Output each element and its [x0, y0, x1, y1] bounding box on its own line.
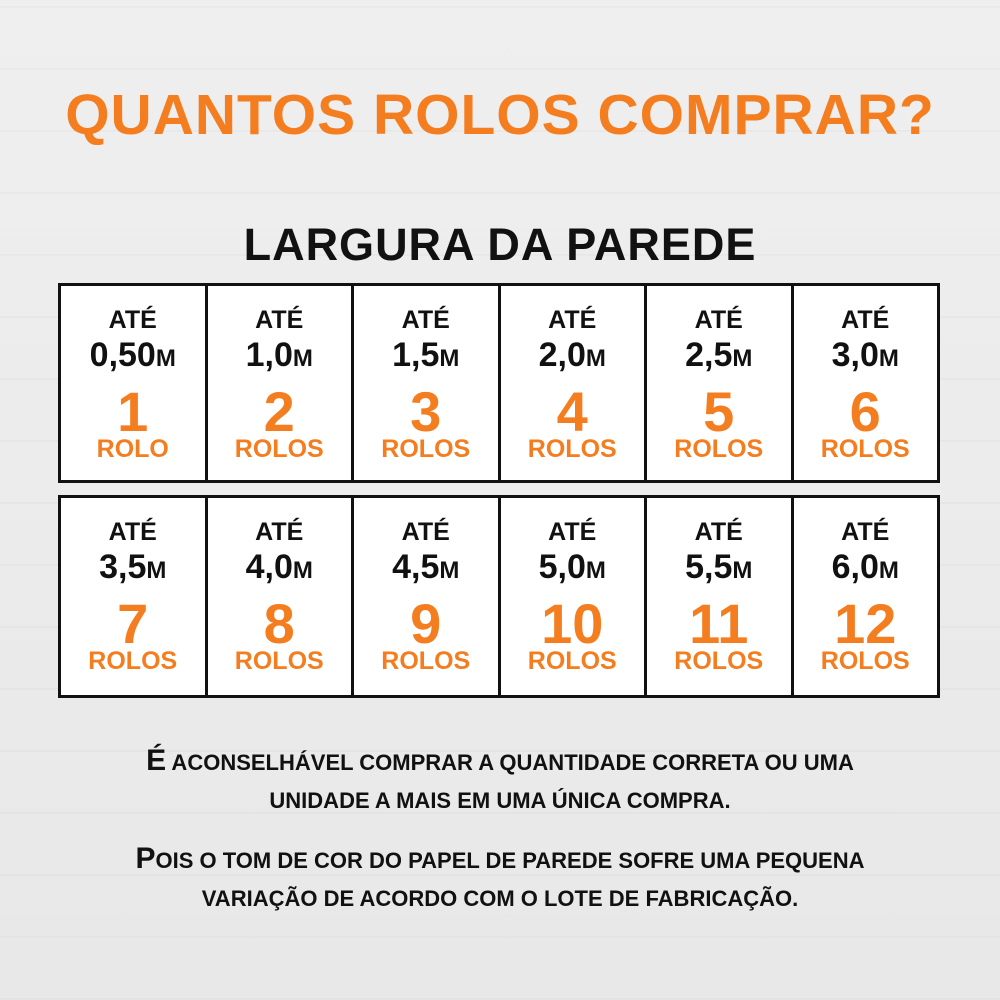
- wall-width: 3,0M: [794, 336, 938, 375]
- roll-label: ROLOS: [381, 435, 471, 463]
- width-value: 4,5: [392, 548, 440, 586]
- table-cell: ATÉ 6,0M 12 ROLOS: [794, 498, 938, 695]
- wall-width: 2,5M: [647, 336, 791, 375]
- prefix-label: ATÉ: [694, 306, 743, 334]
- width-value: 0,50: [89, 336, 156, 374]
- roll-count: 11: [689, 592, 749, 655]
- roll-count: 4: [556, 380, 588, 443]
- roll-label: ROLOS: [674, 647, 764, 675]
- roll-count: 5: [703, 380, 735, 443]
- prefix-label: ATÉ: [108, 306, 157, 334]
- table-heading: LARGURA DA PAREDE: [243, 219, 757, 270]
- prefix-label: ATÉ: [255, 518, 304, 546]
- roll-count: 12: [834, 592, 897, 655]
- note-line: VARIAÇÃO DE ACORDO COM O LOTE DE FABRICA…: [201, 886, 799, 911]
- width-unit: M: [585, 557, 606, 584]
- wall-width: 1,5M: [354, 336, 498, 375]
- wall-width: 3,5M: [61, 548, 205, 587]
- roll-count: 6: [849, 380, 881, 443]
- table-cell: ATÉ 5,5M 11 ROLOS: [647, 498, 794, 695]
- prefix-label: ATÉ: [108, 518, 157, 546]
- prefix-label: ATÉ: [841, 306, 890, 334]
- prefix-label: ATÉ: [255, 306, 304, 334]
- width-unit: M: [146, 557, 167, 584]
- wall-width: 5,5M: [647, 548, 791, 587]
- width-unit: M: [439, 345, 460, 372]
- width-unit: M: [732, 345, 753, 372]
- wall-width: 6,0M: [794, 548, 938, 587]
- width-value: 2,0: [538, 336, 586, 374]
- table-cell: ATÉ 3,0M 6 ROLOS: [794, 286, 938, 480]
- roll-label: ROLOS: [381, 647, 471, 675]
- width-value: 1,0: [245, 336, 293, 374]
- width-value: 2,5: [685, 336, 733, 374]
- prefix-label: ATÉ: [401, 518, 450, 546]
- roll-label: ROLOS: [234, 647, 324, 675]
- page-title: QUANTOS ROLOS COMPRAR?: [65, 83, 935, 147]
- note-initial: É: [146, 744, 167, 777]
- roll-count: 10: [541, 592, 604, 655]
- width-value: 3,0: [831, 336, 879, 374]
- table-cell: ATÉ 1,0M 2 ROLOS: [208, 286, 354, 480]
- note-initial: P: [135, 842, 156, 875]
- prefix-label: ATÉ: [548, 518, 597, 546]
- roll-count: 1: [117, 380, 149, 443]
- width-unit: M: [439, 557, 460, 584]
- width-value: 1,5: [392, 336, 440, 374]
- width-value: 6,0: [831, 548, 879, 586]
- roll-count: 9: [410, 592, 442, 655]
- wall-width: 4,0M: [208, 548, 352, 587]
- note-line: UNIDADE A MAIS EM UMA ÚNICA COMPRA.: [269, 788, 731, 813]
- width-unit: M: [878, 345, 899, 372]
- roll-label: ROLOS: [820, 647, 910, 675]
- table-cell: ATÉ 2,5M 5 ROLOS: [647, 286, 794, 480]
- table-cell: ATÉ 2,0M 4 ROLOS: [501, 286, 647, 480]
- roll-label: ROLO: [96, 435, 169, 463]
- advice-note: É ACONSELHÁVEL COMPRAR A QUANTIDADE CORR…: [0, 742, 1000, 820]
- roll-count: 8: [263, 592, 295, 655]
- width-value: 5,0: [538, 548, 586, 586]
- width-unit: M: [155, 345, 176, 372]
- prefix-label: ATÉ: [548, 306, 597, 334]
- roll-count: 2: [263, 380, 295, 443]
- table-row: ATÉ 3,5M 7 ROLOS ATÉ 4,0M 8 ROLOS ATÉ 4,5M 9 ROLOS A…: [58, 495, 940, 698]
- wall-width: 0,50M: [61, 336, 205, 375]
- roll-label: ROLOS: [234, 435, 324, 463]
- width-unit: M: [878, 557, 899, 584]
- prefix-label: ATÉ: [694, 518, 743, 546]
- variation-note: POIS O TOM DE COR DO PAPEL DE PAREDE SOF…: [0, 840, 1000, 918]
- table-cell: ATÉ 4,5M 9 ROLOS: [354, 498, 501, 695]
- width-unit: M: [292, 557, 313, 584]
- table-cell: ATÉ 0,50M 1 ROLO: [61, 286, 208, 480]
- roll-label: ROLOS: [527, 435, 617, 463]
- wall-width: 5,0M: [501, 548, 645, 587]
- note-line: OIS O TOM DE COR DO PAPEL DE PAREDE SOFR…: [155, 848, 865, 873]
- width-value: 4,0: [245, 548, 293, 586]
- roll-count: 7: [117, 592, 149, 655]
- roll-count: 3: [410, 380, 442, 443]
- note-line: ACONSELHÁVEL COMPRAR A QUANTIDADE CORRET…: [166, 750, 854, 775]
- prefix-label: ATÉ: [401, 306, 450, 334]
- width-value: 3,5: [99, 548, 147, 586]
- prefix-label: ATÉ: [841, 518, 890, 546]
- wall-width: 1,0M: [208, 336, 352, 375]
- roll-label: ROLOS: [674, 435, 764, 463]
- width-unit: M: [585, 345, 606, 372]
- roll-label: ROLOS: [88, 647, 178, 675]
- roll-label: ROLOS: [820, 435, 910, 463]
- table-cell: ATÉ 4,0M 8 ROLOS: [208, 498, 354, 695]
- width-unit: M: [292, 345, 313, 372]
- table-cell: ATÉ 5,0M 10 ROLOS: [501, 498, 647, 695]
- table-cell: ATÉ 1,5M 3 ROLOS: [354, 286, 501, 480]
- table-row: ATÉ 0,50M 1 ROLO ATÉ 1,0M 2 ROLOS ATÉ 1,5M 3 ROLOS A…: [58, 283, 940, 483]
- table-cell: ATÉ 3,5M 7 ROLOS: [61, 498, 208, 695]
- wall-width: 2,0M: [501, 336, 645, 375]
- width-value: 5,5: [685, 548, 733, 586]
- width-unit: M: [732, 557, 753, 584]
- roll-label: ROLOS: [527, 647, 617, 675]
- wall-width: 4,5M: [354, 548, 498, 587]
